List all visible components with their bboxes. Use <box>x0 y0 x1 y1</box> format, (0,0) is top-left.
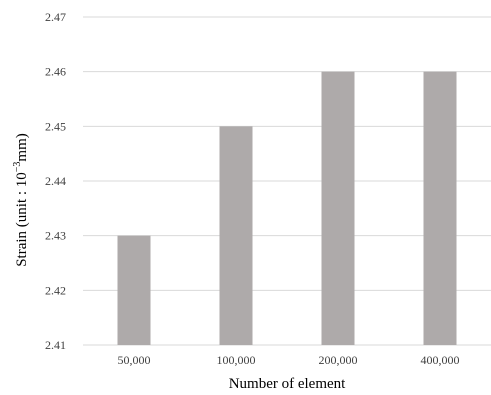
y-tick-label: 2.47 <box>45 10 66 24</box>
x-axis-title: Number of element <box>229 376 346 392</box>
bar-100000 <box>219 126 253 345</box>
y-axis-title-prefix: Strain (unit : 10 <box>14 172 30 267</box>
gridlines <box>83 16 491 346</box>
y-axis-title-suffix: mm) <box>14 133 30 161</box>
y-tick-label: 2.43 <box>45 229 66 243</box>
bar-400000 <box>423 71 457 346</box>
bars <box>117 71 457 346</box>
y-axis-title: Strain (unit : 10−3mm) <box>12 133 30 267</box>
y-tick-label: 2.41 <box>45 338 66 352</box>
y-tick-label: 2.44 <box>45 174 66 188</box>
y-axis-title-exponent: −3 <box>12 162 23 173</box>
y-tick-label: 2.45 <box>45 119 66 133</box>
x-tick-label: 200,000 <box>319 353 358 367</box>
x-tick-label: 100,000 <box>217 353 256 367</box>
y-tick-label: 2.46 <box>45 65 66 79</box>
y-tick-label: 2.42 <box>45 283 66 297</box>
bar-200000 <box>321 71 355 346</box>
x-tick-label: 400,000 <box>421 353 460 367</box>
bar-50000 <box>117 235 151 345</box>
x-tick-label: 50,000 <box>118 353 151 367</box>
y-tick-labels: 2.41 2.42 2.43 2.44 2.45 2.46 2.47 <box>45 10 66 352</box>
x-tick-labels: 50,000 100,000 200,000 400,000 <box>118 353 460 367</box>
